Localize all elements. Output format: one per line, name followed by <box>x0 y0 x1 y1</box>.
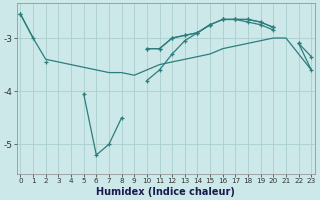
X-axis label: Humidex (Indice chaleur): Humidex (Indice chaleur) <box>96 187 235 197</box>
